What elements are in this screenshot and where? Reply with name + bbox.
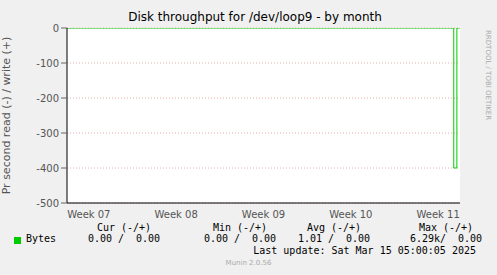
html-text:Max (-/+): Max (-/+) [418,222,474,233]
svg-text:Week 07: Week 07 [67,209,110,220]
html-text:Disk throughput for /dev/loop9: Disk throughput for /dev/loop9 - by mont… [128,10,382,24]
svg-text:Week 10: Week 10 [329,209,372,220]
svg-text:-500: -500 [36,198,59,209]
html-text:Bytes: Bytes [26,233,57,244]
html-text:0.00 / 0.00: 0.00 / 0.00 [87,233,161,244]
svg-text:-200: -200 [36,93,59,104]
html-text:Avg (-/+): Avg (-/+) [306,222,362,233]
svg-text:Week 11: Week 11 [417,209,460,220]
svg-text:Pr second read (-) / write (+): Pr second read (-) / write (+) [8,37,13,195]
html-text:1.01 / 0.00: 1.01 / 0.00 [297,233,371,244]
html-text:RRDTOOL / TOBI OETIKER: RRDTOOL / TOBI OETIKER [484,30,492,121]
html-text:6.29k/ 0.00: 6.29k/ 0.00 [409,233,483,244]
svg-text:Week 08: Week 08 [155,209,198,220]
svg-text:-400: -400 [36,163,59,174]
html-text:Min (-/+): Min (-/+) [212,222,268,233]
svg-text:-100: -100 [36,58,59,69]
html-text:Munin 2.0.56: Munin 2.0.56 [225,259,272,267]
html-text:0.00 / 0.00: 0.00 / 0.00 [203,233,277,244]
svg-text:0: 0 [53,23,59,34]
svg-text:-300: -300 [36,128,59,139]
html-text:Cur (-/+): Cur (-/+) [96,222,152,233]
html-text:Last update: Sat Mar 15 05:00:: Last update: Sat Mar 15 05:00:05 2025 [253,245,476,256]
svg-text:Week 09: Week 09 [242,209,285,220]
